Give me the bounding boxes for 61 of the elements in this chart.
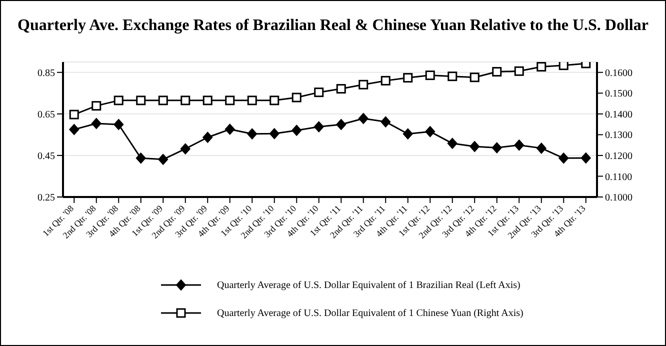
point	[180, 96, 190, 106]
point	[558, 152, 569, 164]
point	[247, 96, 257, 106]
point	[358, 112, 368, 124]
point	[92, 101, 102, 111]
point	[225, 96, 235, 106]
legend-label: Quarterly Average of U.S. Dollar Equivalent of 1 Chinese Yuan (Right Axis)	[217, 308, 524, 318]
point	[269, 128, 280, 140]
point	[492, 142, 502, 154]
point	[224, 124, 235, 135]
point	[69, 124, 80, 135]
y2-tick-label: 0.1400	[605, 109, 632, 120]
point	[558, 62, 568, 70]
point	[336, 84, 346, 94]
point	[403, 73, 413, 83]
point	[514, 140, 524, 151]
chart-title: Quarterly Ave. Exchange Rates of Brazilian Real & Chinese Yuan Relative to the U.S. Dollar	[16, 17, 650, 35]
point	[380, 76, 390, 86]
point	[336, 119, 346, 130]
point	[358, 80, 368, 90]
point	[402, 128, 413, 140]
point	[314, 88, 324, 98]
y-tick-label: 0.25	[38, 192, 55, 204]
point	[448, 72, 458, 82]
y-tick-label: 0.85	[38, 68, 55, 79]
point	[270, 96, 280, 106]
point	[69, 110, 79, 120]
point	[202, 132, 213, 143]
point	[380, 116, 391, 128]
y-tick-label: 0.65	[38, 109, 55, 120]
y2-tick-label: 0.1100	[605, 172, 632, 183]
point	[136, 152, 146, 164]
y-tick-label: 0.45	[38, 151, 55, 162]
point	[470, 72, 480, 82]
point	[202, 96, 212, 106]
point	[292, 92, 302, 102]
point	[247, 128, 258, 140]
point	[114, 119, 124, 130]
legend-label: Quarterly Average of U.S. Dollar Equivalent of 1 Brazilian Real (Left Axis)	[217, 280, 520, 290]
y2-tick-label: 0.1000	[605, 192, 632, 204]
point	[292, 124, 302, 136]
y2-tick-label: 0.1500	[605, 88, 632, 100]
y2-tick-label: 0.1200	[605, 151, 632, 162]
point	[158, 96, 168, 106]
y2-tick-label: 0.1600	[605, 68, 632, 79]
point	[91, 118, 102, 129]
point	[114, 96, 124, 106]
point	[425, 126, 436, 138]
point	[580, 152, 591, 164]
point	[492, 67, 502, 77]
point	[136, 96, 146, 106]
point	[180, 143, 190, 154]
point	[536, 62, 546, 72]
point	[425, 70, 435, 80]
point	[514, 66, 524, 76]
point	[158, 154, 168, 165]
point	[447, 138, 458, 149]
y2-tick-label: 0.1300	[605, 130, 632, 142]
point	[470, 141, 480, 152]
point	[314, 121, 324, 132]
point	[536, 142, 546, 154]
